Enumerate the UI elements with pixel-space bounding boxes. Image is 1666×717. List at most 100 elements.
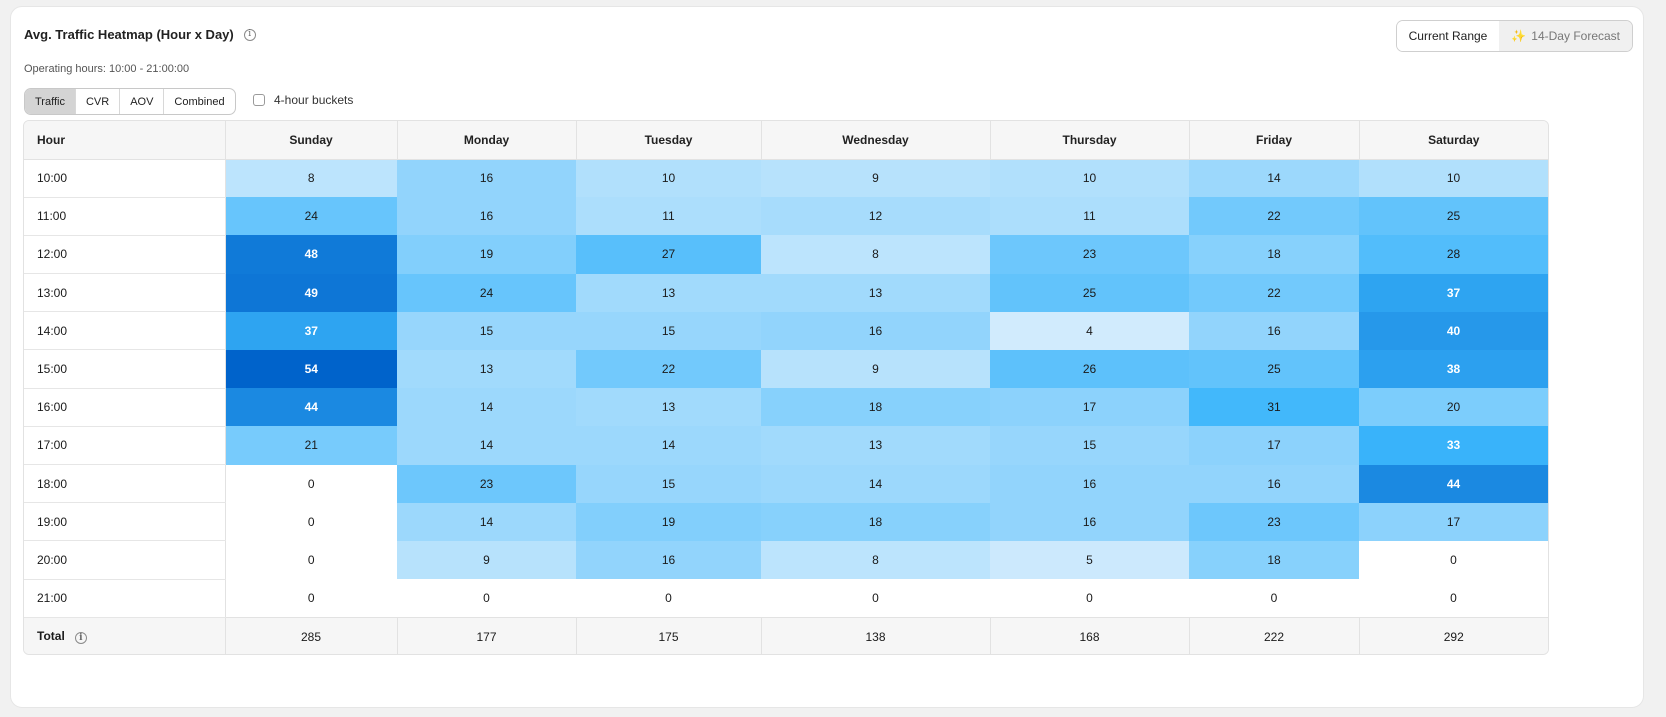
heat-cell[interactable]: 0	[761, 579, 990, 618]
heat-cell[interactable]: 22	[1189, 273, 1359, 312]
card-title: Avg. Traffic Heatmap (Hour x Day)	[24, 27, 234, 42]
heat-cell[interactable]: 9	[761, 349, 990, 389]
heat-cell[interactable]: 8	[761, 540, 990, 580]
heat-cell[interactable]: 14	[761, 464, 990, 503]
heat-cell[interactable]: 0	[397, 579, 576, 618]
heat-cell[interactable]: 16	[1189, 311, 1359, 350]
heat-cell[interactable]: 5	[990, 540, 1189, 580]
heat-cell[interactable]: 16	[761, 311, 990, 350]
heat-cell[interactable]: 10	[576, 159, 761, 198]
heat-cell[interactable]: 14	[576, 426, 761, 465]
heat-cell[interactable]: 40	[1359, 311, 1548, 350]
heat-cell[interactable]: 23	[397, 464, 576, 503]
tab-traffic[interactable]: Traffic	[25, 89, 76, 114]
total-cell: 177	[396, 616, 576, 654]
heat-cell[interactable]: 24	[397, 273, 576, 312]
heat-cell[interactable]: 14	[397, 502, 576, 541]
heat-cell[interactable]: 25	[990, 273, 1189, 312]
total-info-icon[interactable]: i	[74, 632, 87, 645]
heat-cell[interactable]: 13	[576, 273, 761, 312]
heat-cell[interactable]: 17	[1359, 502, 1548, 541]
heat-cell[interactable]: 14	[397, 426, 576, 465]
heat-cell[interactable]: 44	[225, 388, 397, 427]
heat-cell[interactable]: 15	[576, 311, 761, 350]
heat-cell[interactable]: 33	[1359, 426, 1548, 465]
forecast-button[interactable]: ✨ 14-Day Forecast	[1499, 21, 1632, 51]
heat-cell[interactable]: 23	[990, 235, 1189, 274]
heat-cell[interactable]: 8	[225, 159, 397, 198]
heat-cell[interactable]: 17	[990, 388, 1189, 427]
heat-cell[interactable]: 15	[990, 426, 1189, 465]
heat-cell[interactable]: 15	[576, 464, 761, 503]
bucket-toggle[interactable]: 4-hour buckets	[253, 93, 353, 107]
heat-cell[interactable]: 16	[990, 502, 1189, 541]
heat-cell[interactable]: 38	[1359, 349, 1548, 389]
heat-cell[interactable]: 20	[1359, 388, 1548, 427]
heat-cell[interactable]: 37	[1359, 273, 1548, 312]
heat-cell[interactable]: 44	[1359, 464, 1548, 503]
tab-cvr[interactable]: CVR	[76, 89, 121, 114]
heat-cell[interactable]: 22	[576, 349, 761, 389]
heat-cell[interactable]: 28	[1359, 235, 1548, 274]
bucket-checkbox[interactable]	[253, 94, 265, 106]
heatmap-table-container: Hour Sunday Monday Tuesday Wednesday Thu…	[23, 120, 1549, 655]
heat-cell[interactable]: 4	[990, 311, 1189, 350]
heat-cell[interactable]: 13	[576, 388, 761, 427]
heat-cell[interactable]: 24	[225, 197, 397, 236]
heat-cell[interactable]: 16	[397, 197, 576, 236]
heat-cell[interactable]: 10	[990, 159, 1189, 198]
heat-cell[interactable]: 22	[1189, 197, 1359, 236]
heat-cell[interactable]: 13	[761, 273, 990, 312]
total-cell: 168	[989, 616, 1189, 654]
heat-cell[interactable]: 18	[1189, 235, 1359, 274]
heat-cell[interactable]: 13	[397, 349, 576, 389]
heat-cell[interactable]: 23	[1189, 502, 1359, 541]
heat-cell[interactable]: 31	[1189, 388, 1359, 427]
heat-cell[interactable]: 14	[397, 388, 576, 427]
heat-cell[interactable]: 48	[225, 235, 397, 274]
heat-cell[interactable]: 12	[761, 197, 990, 236]
heat-cell[interactable]: 11	[990, 197, 1189, 236]
heat-cell[interactable]: 17	[1189, 426, 1359, 465]
heat-cell[interactable]: 26	[990, 349, 1189, 389]
heat-cell[interactable]: 37	[225, 311, 397, 350]
heat-cell[interactable]: 19	[576, 502, 761, 541]
heat-cell[interactable]: 0	[1359, 540, 1548, 580]
heat-cell[interactable]: 18	[1189, 540, 1359, 580]
heat-cell[interactable]: 16	[576, 540, 761, 580]
heat-cell[interactable]: 0	[225, 579, 397, 618]
heat-cell[interactable]: 0	[576, 579, 761, 618]
heat-cell[interactable]: 0	[225, 540, 397, 580]
tab-aov[interactable]: AOV	[120, 89, 165, 114]
heat-cell[interactable]: 9	[761, 159, 990, 198]
heat-cell[interactable]: 10	[1359, 159, 1548, 198]
heat-cell[interactable]: 13	[761, 426, 990, 465]
heat-cell[interactable]: 15	[397, 311, 576, 350]
heat-cell[interactable]: 16	[1189, 464, 1359, 503]
heat-cell[interactable]: 0	[225, 464, 397, 503]
heat-cell[interactable]: 54	[225, 349, 397, 389]
heat-cell[interactable]: 0	[990, 579, 1189, 618]
current-range-button[interactable]: Current Range	[1396, 21, 1500, 51]
heat-cell[interactable]: 18	[761, 502, 990, 541]
heat-cell[interactable]: 27	[576, 235, 761, 274]
heat-cell[interactable]: 16	[397, 159, 576, 198]
heat-cell[interactable]: 11	[576, 197, 761, 236]
heat-cell[interactable]: 0	[225, 502, 397, 541]
heat-cell[interactable]: 9	[397, 540, 576, 580]
heat-cell[interactable]: 49	[225, 273, 397, 312]
heat-cell[interactable]: 16	[990, 464, 1189, 503]
tab-combined[interactable]: Combined	[174, 95, 225, 108]
heat-cell[interactable]: 18	[761, 388, 990, 427]
heat-cell[interactable]: 8	[761, 235, 990, 274]
heat-cell[interactable]: 14	[1189, 159, 1359, 198]
info-icon[interactable]: i	[243, 28, 256, 41]
heat-cell[interactable]: 0	[1359, 579, 1548, 618]
heat-cell[interactable]: 21	[225, 426, 397, 465]
heat-cell[interactable]: 19	[397, 235, 576, 274]
heat-cell[interactable]: 25	[1189, 349, 1359, 389]
table-row: 18:00 0 23 15 14 16 16 44	[24, 464, 1548, 504]
heat-cell[interactable]: 25	[1359, 197, 1548, 236]
day-header-sunday: Sunday	[224, 121, 397, 160]
heat-cell[interactable]: 0	[1189, 579, 1359, 618]
